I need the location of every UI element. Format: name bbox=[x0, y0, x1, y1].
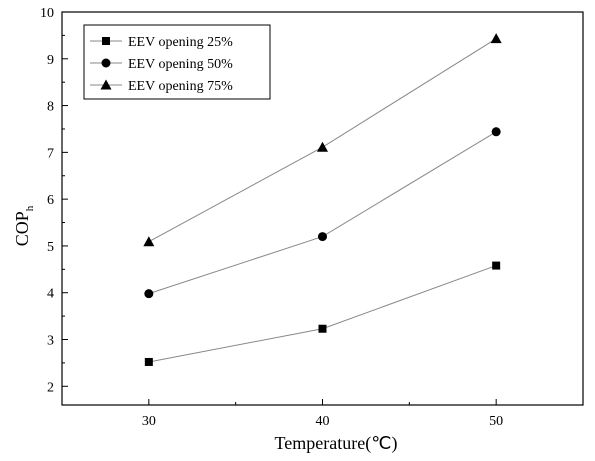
legend-item: EEV opening 50% bbox=[90, 57, 233, 72]
y-tick-label: 10 bbox=[40, 6, 54, 21]
data-point-square bbox=[318, 324, 327, 333]
y-tick-label: 5 bbox=[47, 240, 54, 255]
legend-label: EEV opening 25% bbox=[128, 35, 233, 50]
series-line bbox=[148, 265, 497, 363]
y-tick-label: 7 bbox=[47, 146, 54, 161]
x-axis-label: Temperature(℃) bbox=[275, 433, 398, 454]
y-axis-ticks: 2 3 4 5 6 7 8 9 10 bbox=[40, 6, 68, 395]
y-tick-label: 8 bbox=[47, 100, 54, 115]
legend: EEV opening 25% EEV opening 50% EEV openin… bbox=[83, 24, 271, 100]
y-axis-label-subscript: h bbox=[24, 205, 36, 211]
x-axis-ticks: 30 40 50 bbox=[142, 399, 503, 429]
legend-box bbox=[83, 24, 271, 100]
x-tick-label: 40 bbox=[316, 414, 330, 429]
legend-item: EEV opening 75% bbox=[90, 79, 233, 94]
data-point-triangle bbox=[317, 141, 328, 152]
data-point-triangle bbox=[143, 236, 155, 247]
x-tick-label: 30 bbox=[142, 414, 156, 429]
legend-label: EEV opening 75% bbox=[128, 79, 233, 94]
y-tick-label: 2 bbox=[47, 380, 54, 395]
data-point-square bbox=[492, 261, 501, 270]
series-3 bbox=[143, 33, 502, 247]
series-2 bbox=[144, 127, 501, 299]
data-point-circle bbox=[318, 232, 327, 242]
y-axis-label: COPh bbox=[12, 205, 36, 246]
y-axis-label-main: COP bbox=[12, 211, 32, 246]
y-tick-label: 4 bbox=[47, 287, 54, 302]
data-point-triangle bbox=[490, 33, 502, 44]
y-tick-label: 9 bbox=[47, 53, 54, 68]
legend-marker-circle bbox=[101, 58, 111, 68]
y-tick-label: 6 bbox=[47, 193, 54, 208]
series-group bbox=[143, 33, 502, 366]
series-1 bbox=[144, 261, 501, 366]
legend-marker-square bbox=[102, 37, 110, 45]
data-point-square bbox=[144, 357, 153, 366]
legend-item: EEV opening 25% bbox=[90, 35, 233, 50]
data-point-circle bbox=[491, 127, 501, 137]
y-tick-label: 3 bbox=[47, 334, 54, 349]
legend-marker-triangle bbox=[100, 79, 112, 90]
legend-label: EEV opening 50% bbox=[128, 57, 233, 72]
x-tick-label: 50 bbox=[489, 414, 503, 429]
data-point-circle bbox=[144, 289, 154, 299]
series-line bbox=[148, 131, 497, 295]
